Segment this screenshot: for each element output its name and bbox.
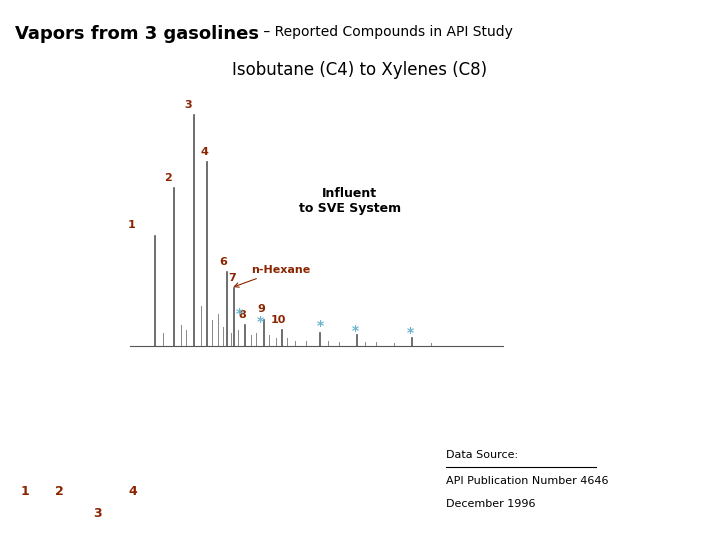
Text: 10: 10 [271, 315, 286, 325]
Text: 2: 2 [164, 173, 172, 183]
Text: *: * [407, 326, 414, 340]
Text: 8: 8 [239, 309, 246, 320]
Text: 1: 1 [127, 220, 135, 230]
Text: 3: 3 [184, 99, 192, 110]
Text: 3: 3 [94, 507, 102, 521]
Text: n-Hexane: n-Hexane [234, 265, 310, 287]
Text: *: * [256, 315, 264, 329]
Text: Data Source:: Data Source: [446, 450, 518, 460]
Text: Influent
to SVE System: Influent to SVE System [299, 187, 401, 215]
Text: – Reported Compounds in API Study: – Reported Compounds in API Study [259, 25, 513, 39]
Text: *: * [236, 307, 243, 321]
Text: API Publication Number 4646: API Publication Number 4646 [446, 476, 608, 485]
Text: December 1996: December 1996 [446, 499, 535, 509]
Text: 9: 9 [257, 304, 265, 314]
Text: Isobutane (C4) to Xylenes (C8): Isobutane (C4) to Xylenes (C8) [233, 62, 487, 79]
Text: 1: 1 [20, 484, 29, 498]
Text: 6: 6 [220, 257, 227, 267]
Text: Vapors from 3 gasolines: Vapors from 3 gasolines [15, 25, 259, 43]
Text: 7: 7 [228, 273, 235, 283]
Text: 2: 2 [55, 484, 64, 498]
Text: *: * [352, 325, 359, 339]
Text: 4: 4 [128, 484, 138, 498]
Text: 4: 4 [201, 147, 209, 157]
Text: *: * [317, 319, 324, 333]
